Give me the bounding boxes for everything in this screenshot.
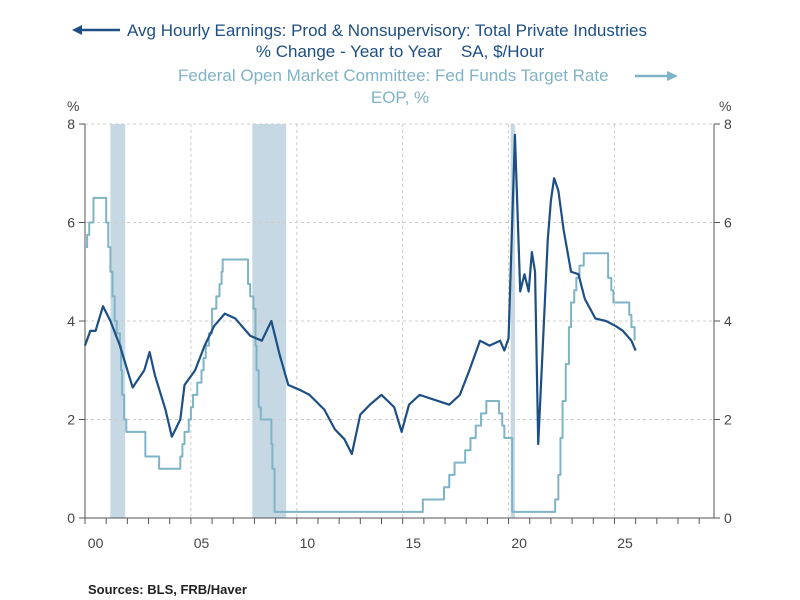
legend-earnings-line1: Avg Hourly Earnings: Prod & Nonsuperviso… <box>127 21 647 40</box>
x-tick-label-15: 15 <box>405 535 421 551</box>
axes: 0 02 24 46 68 800 05 10 15 20 25 <box>67 116 732 551</box>
legend-fedfunds-line2: EOP, % <box>371 88 429 107</box>
earnings-series-line <box>83 133 637 456</box>
y-tick-label-left: 4 <box>67 313 75 329</box>
y-axis-right-unit: % <box>719 98 731 114</box>
y-tick-label-right: 8 <box>724 116 732 132</box>
legend-right-arrow-icon <box>635 71 678 81</box>
x-tick-label-20: 20 <box>511 535 527 551</box>
legend: Avg Hourly Earnings: Prod & Nonsuperviso… <box>72 21 678 107</box>
y-tick-label-right: 2 <box>724 412 732 428</box>
gridlines <box>85 123 714 518</box>
x-tick-label-05: 05 <box>194 535 210 551</box>
y-tick-label-left: 8 <box>67 116 75 132</box>
recession-band-1 <box>252 124 287 518</box>
fed-funds-series-line <box>85 196 636 513</box>
y-tick-label-left: 6 <box>67 215 75 231</box>
x-tick-label-10: 10 <box>300 535 316 551</box>
legend-left-arrow-icon <box>72 25 120 35</box>
x-tick-label-25: 25 <box>617 535 633 551</box>
sources-note: Sources: BLS, FRB/Haver <box>88 582 247 597</box>
legend-earnings-line2: % Change - Year to Year SA, $/Hour <box>256 42 545 61</box>
series-lines <box>83 133 637 513</box>
y-tick-label-right: 4 <box>724 313 732 329</box>
x-tick-label-00: 00 <box>88 535 104 551</box>
y-tick-label-right: 6 <box>724 215 732 231</box>
legend-fedfunds-line1: Federal Open Market Committee: Fed Funds… <box>178 66 609 85</box>
y-tick-label-left: 2 <box>67 412 75 428</box>
y-tick-label-right: 0 <box>724 510 732 526</box>
y-axis-left-unit: % <box>67 98 79 114</box>
y-tick-label-left: 0 <box>67 510 75 526</box>
